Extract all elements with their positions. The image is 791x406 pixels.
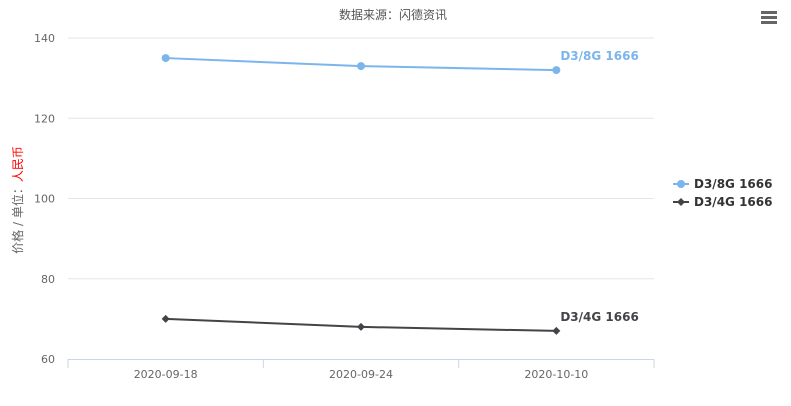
y-tick-label: 60 [41,353,55,366]
x-tick-label: 2020-10-10 [524,368,588,381]
legend-item[interactable]: D3/8G 1666 [673,177,772,191]
menu-button[interactable] [761,11,777,24]
x-tick-label: 2020-09-24 [329,368,393,381]
data-point[interactable] [161,314,170,323]
legend-marker [677,180,685,188]
chart-title: 数据来源：闪德资讯 [339,7,447,22]
data-point[interactable] [552,66,561,75]
legend-item[interactable]: D3/4G 1666 [673,195,772,209]
data-point[interactable] [552,326,561,335]
y-tick-label: 140 [34,32,55,45]
y-axis-title-unit: 人民币 [11,146,25,182]
y-tick-label: 80 [41,273,55,286]
y-tick-label: 100 [34,193,55,206]
x-tick-label: 2020-09-18 [134,368,198,381]
y-axis-title-prefix: 价格 / 单位： [10,182,25,254]
series-end-label: D3/4G 1666 [560,310,638,324]
series-end-label: D3/8G 1666 [560,49,638,63]
data-point[interactable] [357,322,365,331]
legend-label: D3/4G 1666 [694,195,772,209]
legend-label: D3/8G 1666 [694,177,772,191]
data-point[interactable] [161,54,170,63]
y-tick-label: 120 [34,112,55,125]
legend-marker [677,198,685,206]
data-point[interactable] [357,62,365,71]
y-axis-title: 价格 / 单位：人民币 [10,146,25,254]
